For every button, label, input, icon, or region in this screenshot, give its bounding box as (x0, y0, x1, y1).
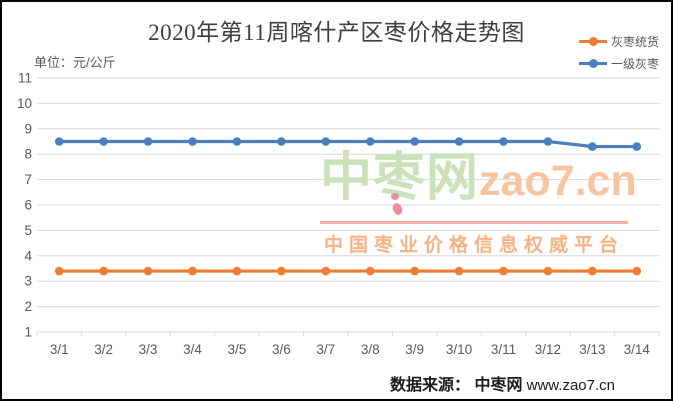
y-axis-label: 3 (24, 274, 32, 289)
data-point-一级灰枣-3/2 (99, 137, 108, 146)
data-point-灰枣统货-3/10 (454, 266, 464, 276)
y-axis-label: 9 (24, 121, 32, 136)
x-axis-label: 3/12 (535, 342, 561, 357)
chart-title: 2020年第11周喀什产区枣价格走势图 (148, 20, 525, 45)
data-point-一级灰枣-3/13 (588, 142, 597, 151)
y-axis-label: 6 (24, 198, 32, 213)
data-point-灰枣统货-3/8 (365, 266, 375, 276)
data-source-prefix: 数据来源： (389, 377, 470, 394)
data-point-灰枣统货-3/13 (588, 266, 597, 276)
x-axis-label: 3/2 (94, 342, 113, 357)
y-axis-label: 11 (18, 71, 32, 86)
watermark-brand: 中枣网 zao7.cn (320, 149, 637, 207)
y-axis-label: 1 (24, 325, 32, 340)
watermark-logo-cn: 中枣网 (320, 149, 480, 207)
data-point-灰枣统货-3/9 (410, 266, 419, 276)
x-axis-label: 3/1 (50, 342, 69, 357)
x-axis-label: 3/4 (183, 342, 202, 357)
data-point-一级灰枣-3/4 (188, 137, 197, 146)
data-point-灰枣统货-3/12 (543, 266, 553, 276)
data-point-灰枣统货-3/7 (321, 266, 331, 276)
data-point-灰枣统货-3/1 (54, 266, 64, 276)
legend-dot-marker (588, 37, 598, 46)
data-source-site: 中枣网 (474, 377, 523, 394)
legend-label: 一级灰枣 (610, 57, 659, 71)
x-axis-label: 3/3 (139, 342, 158, 357)
legend: 灰枣统货 一级灰枣 (578, 32, 659, 73)
data-point-灰枣统货-3/3 (143, 266, 153, 276)
data-point-一级灰枣-3/6 (277, 137, 286, 146)
data-point-灰枣统货-3/2 (99, 266, 108, 276)
legend-dot-marker (588, 59, 598, 68)
watermark-tagline: 中国枣业价格信息权威平台 (324, 235, 625, 256)
x-axis-label: 3/11 (491, 342, 516, 357)
legend-line-marker (578, 59, 607, 68)
x-axis-label: 3/8 (361, 342, 380, 357)
data-point-一级灰枣-3/9 (410, 137, 419, 146)
x-axis-label: 3/14 (624, 342, 651, 357)
data-source-url: www.zao7.cn (522, 377, 615, 394)
legend-item-yiji-huizao: 一级灰枣 (578, 54, 659, 73)
y-axis-label: 5 (24, 223, 32, 238)
data-point-灰枣统货-3/14 (632, 266, 642, 276)
data-point-灰枣统货-3/4 (188, 266, 197, 276)
y-axis-label: 8 (24, 147, 32, 162)
data-point-灰枣统货-3/5 (232, 266, 242, 276)
y-axis-label: 2 (24, 299, 32, 314)
y-axis-label: 7 (24, 172, 32, 187)
y-axis-label: 10 (17, 96, 32, 111)
legend-item-huizao-tonghuo: 灰枣统货 (578, 32, 659, 51)
unit-label: 单位：元/公斤 (34, 55, 116, 70)
x-axis-label: 3/6 (272, 342, 291, 357)
x-axis-label: 3/7 (316, 342, 335, 357)
data-source: 数据来源： 中枣网 www.zao7.cn (390, 371, 615, 395)
x-axis-label: 3/13 (579, 342, 605, 357)
series-line-一级灰枣 (57, 139, 639, 149)
data-point-一级灰枣-3/14 (632, 142, 642, 151)
data-point-一级灰枣-3/7 (321, 137, 331, 146)
watermark-jujube-dot (391, 193, 399, 200)
data-point-一级灰枣-3/10 (454, 137, 464, 146)
legend-label: 灰枣统货 (610, 35, 659, 49)
x-axis-label: 3/10 (446, 342, 472, 357)
x-axis-label: 3/9 (405, 342, 424, 357)
watermark-underline (320, 221, 628, 224)
y-axis-label: 4 (24, 248, 32, 263)
watermark-logo-en: zao7.cn (479, 157, 637, 205)
data-point-灰枣统货-3/6 (277, 266, 286, 276)
data-point-一级灰枣-3/3 (143, 137, 153, 146)
data-point-一级灰枣-3/8 (365, 137, 375, 146)
x-axis-label: 3/5 (228, 342, 247, 357)
data-point-灰枣统货-3/11 (499, 266, 508, 276)
data-point-一级灰枣-3/11 (499, 137, 508, 146)
data-point-一级灰枣-3/5 (232, 137, 242, 146)
data-point-一级灰枣-3/12 (543, 137, 553, 146)
legend-line-marker (578, 37, 607, 46)
data-point-一级灰枣-3/1 (54, 137, 64, 146)
